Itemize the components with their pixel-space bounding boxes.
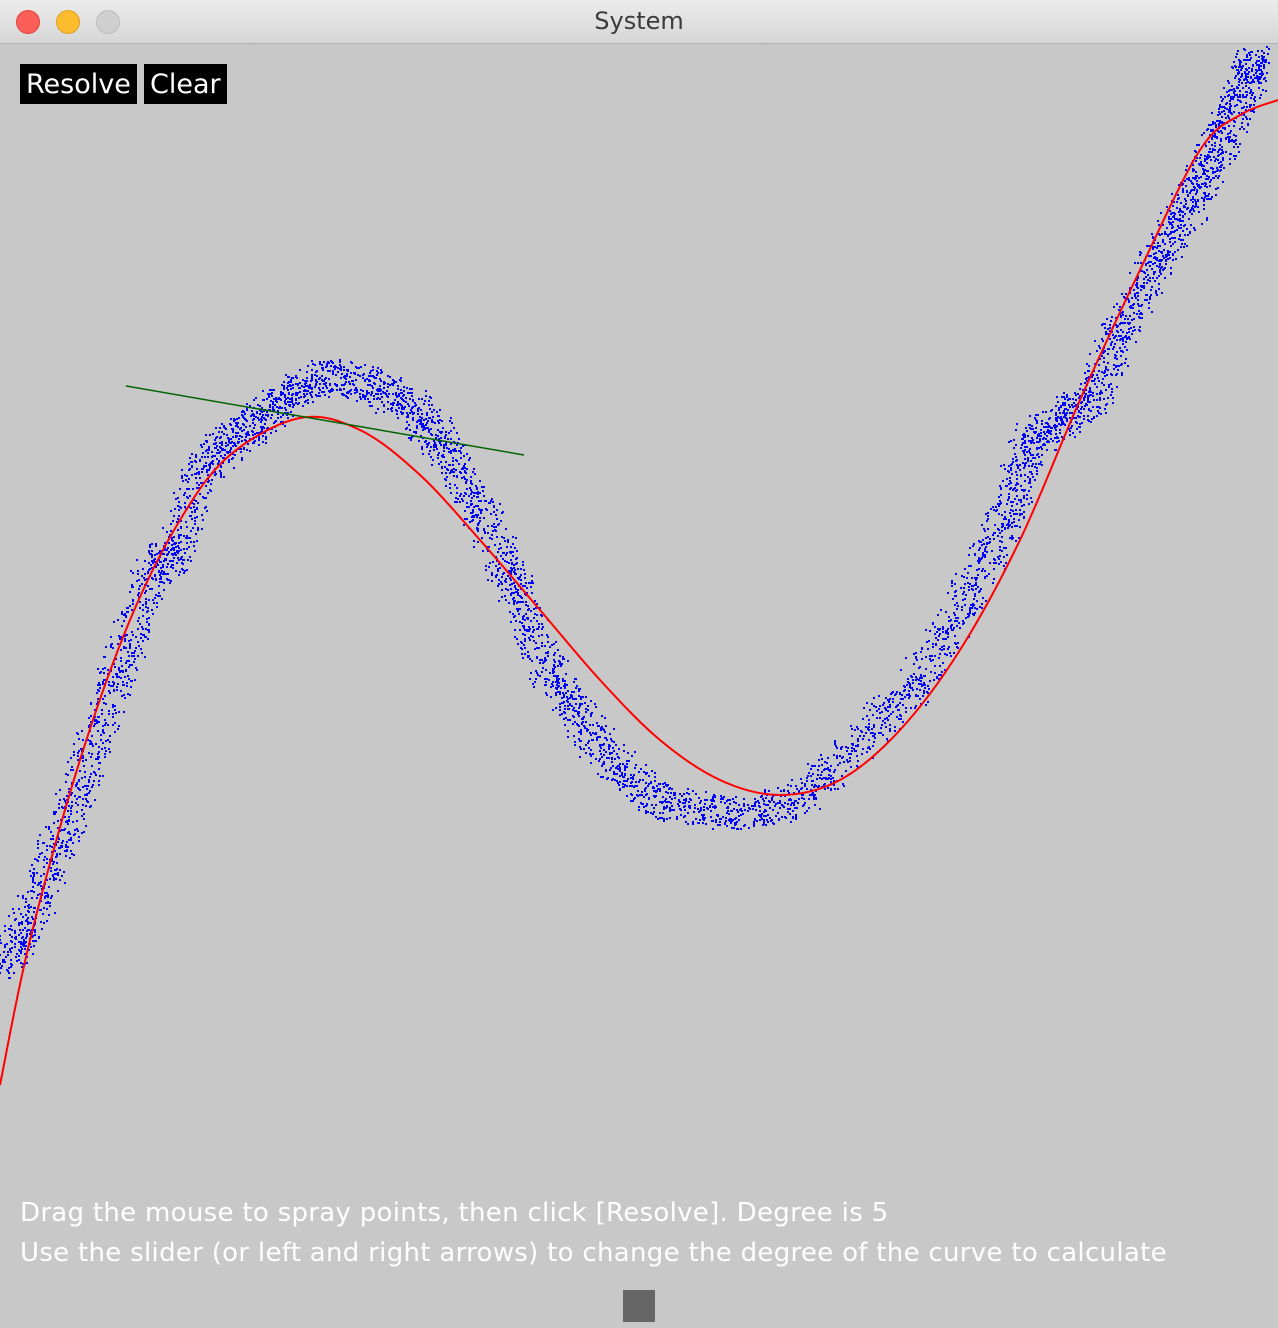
minimize-window-button[interactable]: [56, 10, 80, 34]
clear-button[interactable]: Clear: [144, 64, 227, 104]
fitted-curve: [0, 99, 1278, 1086]
tangent-line: [125, 385, 525, 456]
instructions-text: Drag the mouse to spray points, then cli…: [20, 1198, 889, 1228]
slider-hint-text: Use the slider (or left and right arrows…: [20, 1238, 1167, 1268]
resolve-button[interactable]: Resolve: [20, 64, 137, 104]
close-window-button[interactable]: [16, 10, 40, 34]
zoom-window-button[interactable]: [96, 10, 120, 34]
degree-slider-thumb[interactable]: [623, 1290, 655, 1322]
degree-slider[interactable]: [20, 1290, 1258, 1322]
title-bar: System: [0, 0, 1278, 44]
window-title: System: [594, 7, 684, 35]
sprayed-points: [0, 46, 1270, 979]
